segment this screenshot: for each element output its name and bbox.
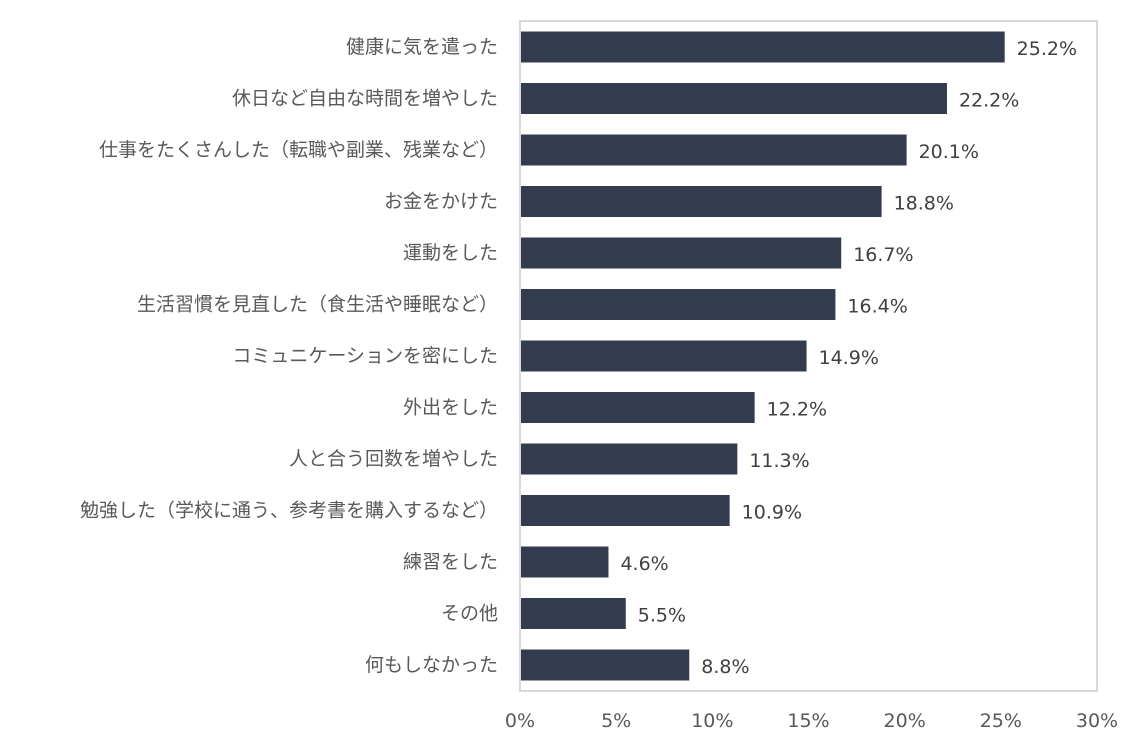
data-label: 8.8%	[701, 656, 749, 678]
category-label: 運動をした	[403, 242, 498, 264]
category-label: コミュニケーションを密にした	[232, 345, 498, 367]
x-tick-label: 30%	[1076, 710, 1118, 732]
bar	[521, 340, 807, 372]
data-label: 16.7%	[853, 244, 913, 266]
bar	[521, 598, 626, 629]
bar	[521, 495, 730, 526]
category-label: お金をかけた	[384, 191, 498, 213]
bar	[521, 31, 1005, 63]
bar	[521, 649, 690, 681]
bar	[521, 546, 609, 578]
data-label: 14.9%	[819, 347, 879, 369]
data-label: 25.2%	[1017, 38, 1077, 60]
x-tick-label: 5%	[601, 710, 631, 732]
bar	[521, 83, 947, 114]
x-tick-label: 25%	[980, 710, 1022, 732]
value-labels: 25.2% 22.2% 20.1% 18.8% 16.7% 16.4% 14.9% 12.2%…	[620, 38, 1077, 678]
bar	[521, 392, 755, 423]
category-label: 健康に気を遣った	[346, 36, 498, 58]
bar	[521, 289, 836, 320]
category-label: 仕事をたくさんした（転職や副業、残業など）	[99, 139, 498, 161]
data-label: 4.6%	[620, 553, 668, 575]
x-tick-label: 10%	[691, 710, 733, 732]
data-label: 18.8%	[894, 193, 954, 215]
bar	[521, 443, 738, 475]
data-label: 10.9%	[742, 502, 802, 524]
category-labels: 健康に気を遣った休日など自由な時間を増やした仕事をたくさんした（転職や副業、残業…	[80, 36, 498, 676]
category-label: 勉強した（学校に通う、参考書を購入するなど）	[80, 500, 498, 522]
data-label: 5.5%	[638, 605, 686, 627]
bars-group	[521, 31, 1005, 681]
x-tick-label: 15%	[787, 710, 829, 732]
bar	[521, 134, 907, 166]
category-label: 人と合う回数を増やした	[289, 448, 498, 470]
x-axis-tick-labels: 0% 5% 10% 15% 20% 25% 30%	[505, 710, 1118, 732]
category-label: 休日など自由な時間を増やした	[232, 88, 498, 110]
x-tick-label: 20%	[884, 710, 926, 732]
data-label: 22.2%	[959, 90, 1019, 112]
category-label: 外出をした	[403, 397, 498, 419]
category-label: 練習をした	[403, 551, 498, 573]
data-label: 11.3%	[749, 450, 809, 472]
data-label: 16.4%	[847, 296, 907, 318]
plot-area-border	[519, 20, 1098, 692]
bar	[521, 237, 842, 269]
category-label: 何もしなかった	[365, 654, 498, 676]
category-label: 生活習慣を見直した（食生活や睡眠など）	[137, 294, 498, 316]
data-label: 12.2%	[767, 399, 827, 421]
x-tick-label: 0%	[505, 710, 535, 732]
category-label: その他	[441, 603, 498, 625]
data-label: 20.1%	[919, 141, 979, 163]
bar	[521, 186, 882, 217]
